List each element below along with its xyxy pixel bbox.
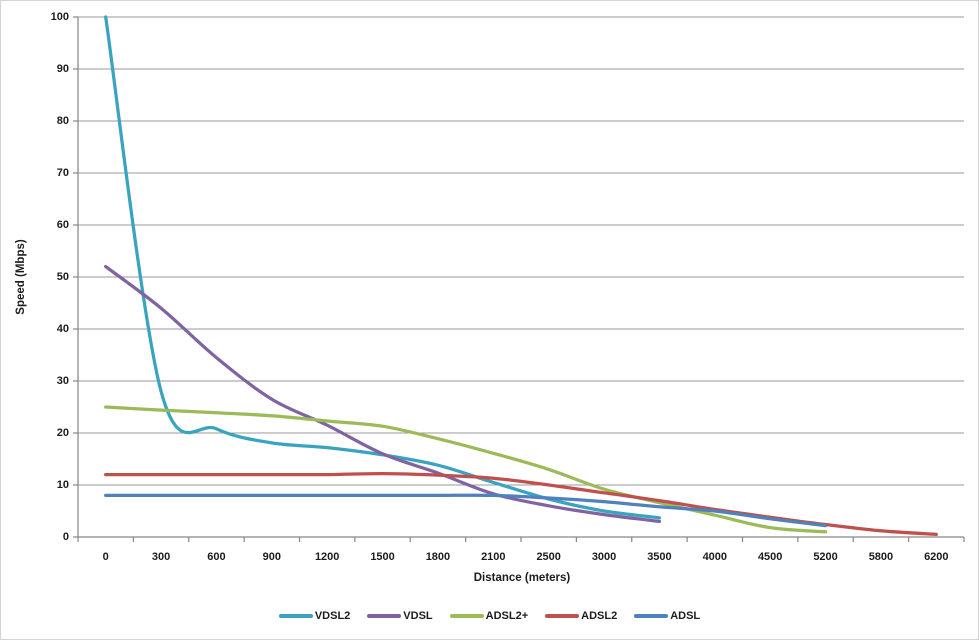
x-tick-label-3500: 3500 <box>647 551 672 563</box>
x-tick-label-1200: 1200 <box>314 551 340 563</box>
x-tick-label-4500: 4500 <box>757 551 783 563</box>
x-tick-label-5200: 5200 <box>813 551 838 563</box>
x-tick-label-0: 0 <box>102 551 109 563</box>
y-tick-label-60: 60 <box>56 219 69 231</box>
y-tick-label-70: 70 <box>56 167 69 179</box>
x-tick-label-4000: 4000 <box>702 551 728 563</box>
y-tick-label-100: 100 <box>50 11 69 23</box>
legend-item-vdsl2: VDSL2 <box>278 609 351 623</box>
legend-line-swatch <box>367 614 402 618</box>
legend-line-swatch <box>545 614 580 618</box>
x-tick-label-2100: 2100 <box>481 551 506 563</box>
y-tick-label-50: 50 <box>56 271 69 283</box>
x-tick-label-1500: 1500 <box>370 551 395 563</box>
legend-item-label: VDSL <box>403 610 433 622</box>
legend-item-label: ADSL2 <box>581 610 618 622</box>
series-line-adsl2plus <box>104 405 828 534</box>
x-tick-label-5800: 5800 <box>868 551 894 563</box>
x-tick-label-300: 300 <box>151 551 171 563</box>
legend-item-label: VDSL2 <box>314 610 351 622</box>
y-tick-label-30: 30 <box>56 375 69 387</box>
legend-item-label: ADSL2+ <box>485 610 529 622</box>
legend-item-adsl2: ADSL2 <box>545 609 617 623</box>
legend-line-swatch <box>278 614 313 618</box>
y-tick-label-10: 10 <box>56 479 69 491</box>
series-line-vdsl <box>104 264 662 524</box>
x-axis-title: Distance (meters) <box>473 572 571 584</box>
x-tick-label-900: 900 <box>262 551 281 563</box>
y-tick-label-40: 40 <box>56 323 69 335</box>
x-tick-label-1800: 1800 <box>425 551 451 563</box>
x-tick-label-600: 600 <box>207 551 226 563</box>
legend: VDSL2 VDSL ADSL2+ ADSL2 ADSL <box>1 609 978 623</box>
legend-line-swatch <box>634 614 669 618</box>
y-tick-label-20: 20 <box>56 427 69 439</box>
legend-line-swatch <box>449 614 484 618</box>
series-line-vdsl2 <box>104 15 662 520</box>
x-tick-label-2500: 2500 <box>536 551 561 563</box>
series-line-adsl <box>104 493 828 528</box>
legend-item-label: ADSL <box>670 610 701 622</box>
y-tick-label-80: 80 <box>56 115 69 127</box>
legend-item-adsl2plus: ADSL2+ <box>449 609 529 623</box>
y-tick-label-0: 0 <box>62 531 69 543</box>
legend-item-vdsl: VDSL <box>367 609 433 623</box>
y-tick-label-90: 90 <box>56 63 69 75</box>
y-axis-title: Speed (Mbps) <box>15 239 27 315</box>
legend-item-adsl: ADSL <box>634 609 700 623</box>
x-tick-label-6200: 6200 <box>924 551 949 563</box>
x-tick-label-3000: 3000 <box>591 551 617 563</box>
